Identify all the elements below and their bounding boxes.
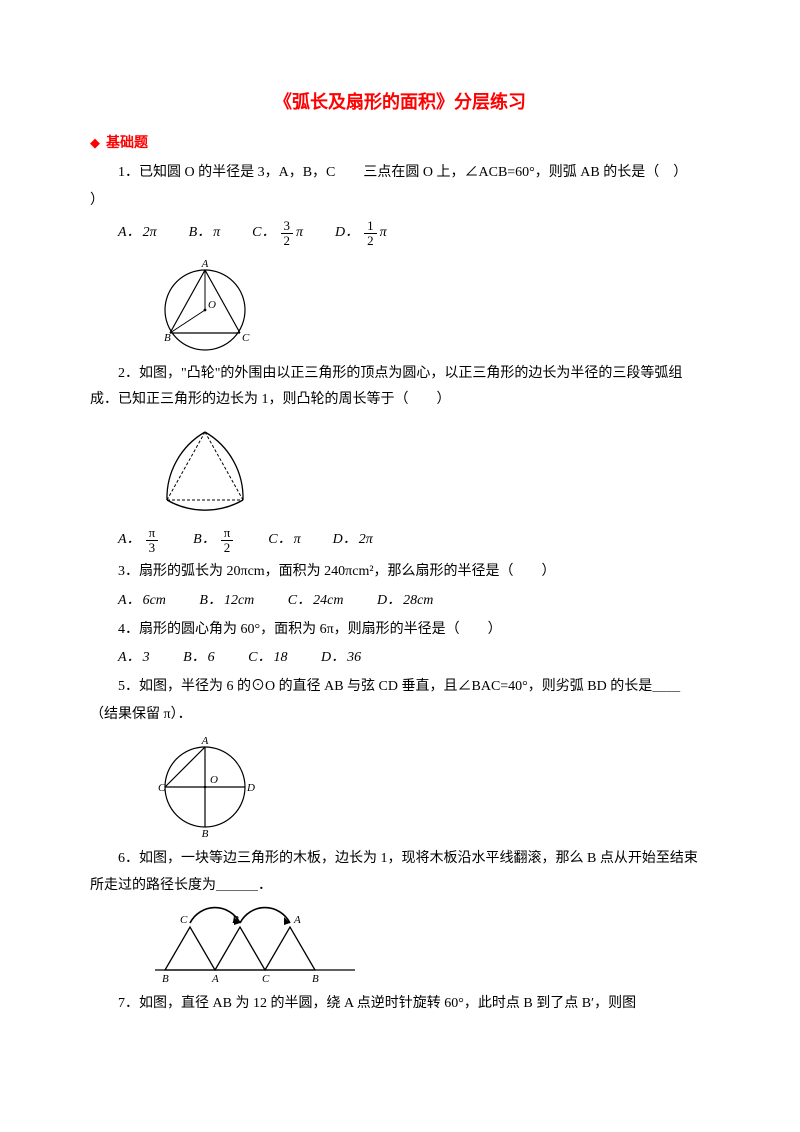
problem-5-text-a: 5．如图，半径为 6 的⊙O 的直径 AB 与弦 CD 垂直，且∠BAC=40°…	[90, 674, 710, 701]
problem-3-text: 3．扇形的弧长为 20πcm，面积为 240πcm²，那么扇形的半径是（ ）	[90, 559, 710, 586]
problem-5-text-b: （结果保留 π）．	[90, 702, 710, 729]
opt-1b: B．π	[189, 220, 221, 247]
problem-7-text: 7．如图，直径 AB 为 12 的半圆，绕 A 点逆时针旋转 60°，此时点 B…	[90, 991, 710, 1018]
opt-2d: D．2π	[333, 527, 373, 554]
problem-4-text: 4．扇形的圆心角为 60°，面积为 6π，则扇形的半径是（ ）	[90, 617, 710, 644]
svg-text:O: O	[208, 299, 216, 311]
problem-6-text: 6．如图，一块等边三角形的木板，边长为 1，现将木板沿水平线翻滚，那么 B 点从…	[90, 846, 710, 899]
opt-2b: B．π2	[193, 526, 236, 556]
svg-text:O: O	[210, 774, 218, 786]
svg-text:B: B	[202, 828, 209, 840]
opt-1d: D．12π	[335, 219, 387, 249]
figure-5: A C D B O	[150, 735, 710, 840]
svg-text:C: C	[158, 782, 166, 794]
problem-2-options: A．π3 B．π2 C．π D．2π	[90, 526, 710, 556]
svg-text:C: C	[180, 914, 188, 926]
svg-text:B: B	[232, 914, 239, 926]
svg-text:A: A	[201, 735, 209, 747]
opt-4d: D．36	[321, 645, 361, 672]
opt-1c: C．32π	[252, 219, 303, 249]
figure-2	[150, 420, 710, 520]
problem-3-options: A．6cm B．12cm C．24cm D．28cm	[90, 588, 710, 615]
opt-3b: B．12cm	[199, 588, 254, 615]
opt-4a: A．3	[118, 645, 150, 672]
opt-3a: A．6cm	[118, 588, 166, 615]
diamond-icon: ◆	[90, 135, 100, 150]
svg-text:A: A	[211, 973, 219, 985]
svg-text:C: C	[262, 973, 270, 985]
opt-2a: A．π3	[118, 526, 161, 556]
opt-4b: B．6	[183, 645, 215, 672]
opt-3c: C．24cm	[288, 588, 344, 615]
opt-1a: A．2π	[118, 220, 157, 247]
page-title: 《弧长及扇形的面积》分层练习	[90, 85, 710, 119]
svg-text:B: B	[164, 332, 171, 344]
svg-text:A: A	[293, 914, 301, 926]
problem-2-text: 2．如图，"凸轮"的外围由以正三角形的顶点为圆心，以正三角形的边长为半径的三段等…	[90, 361, 710, 414]
figure-1: A B C O	[150, 255, 710, 355]
opt-2c: C．π	[268, 527, 300, 554]
problem-4-options: A．3 B．6 C．18 D．36	[90, 645, 710, 672]
figure-6: B A C B C B A	[150, 905, 710, 985]
problem-1-text: 1．已知圆 O 的半径是 3，A，B，C 三点在圆 O 上，∠ACB=60°，则…	[90, 160, 710, 187]
section-header: ◆基础题	[90, 131, 710, 158]
opt-4c: C．18	[248, 645, 287, 672]
svg-text:A: A	[201, 258, 209, 270]
svg-text:B: B	[162, 973, 169, 985]
opt-3d: D．28cm	[377, 588, 433, 615]
svg-text:B: B	[312, 973, 319, 985]
problem-1-options: A．2π B．π C．32π D．12π	[90, 219, 710, 249]
svg-text:D: D	[246, 782, 255, 794]
svg-text:C: C	[242, 332, 250, 344]
